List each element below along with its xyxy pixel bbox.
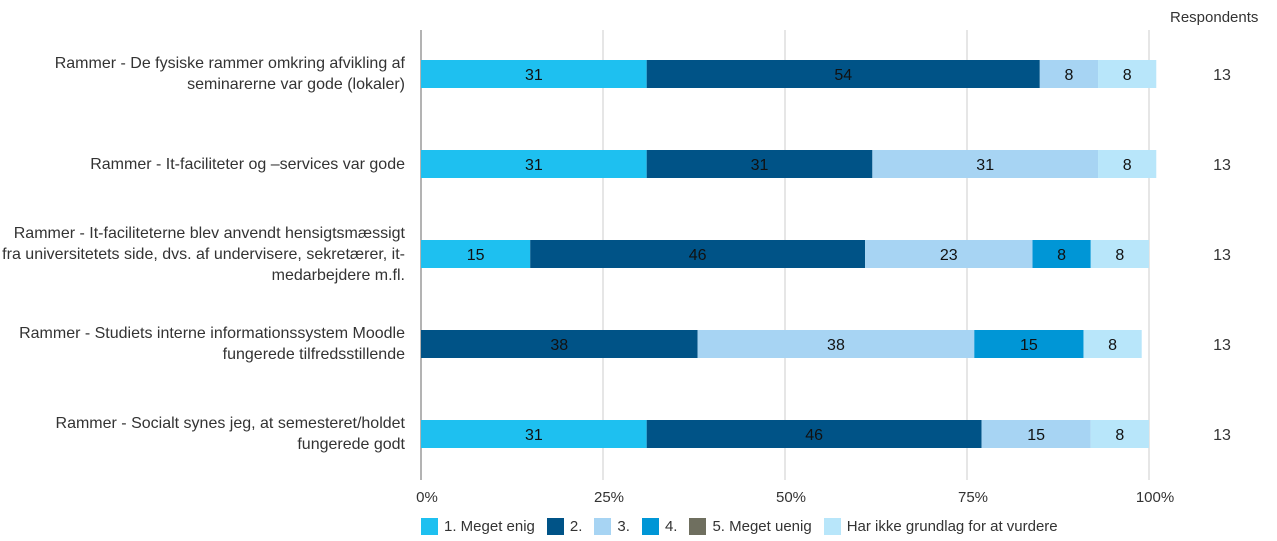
bar-segment [697,330,975,358]
respondents-count: 13 [1213,157,1231,174]
legend-label: Har ikke grundlag for at vurdere [846,518,1058,535]
data-label: 15 [1027,427,1045,444]
bar-segment [1098,150,1157,178]
data-label: 31 [525,157,543,174]
respondents-count: 13 [1213,67,1231,84]
data-label: 23 [940,247,958,264]
data-label: 31 [525,67,543,84]
x-tick-label: 75% [958,489,988,506]
bar-segment [981,420,1091,448]
data-label: 8 [1057,247,1066,264]
category-label: Rammer - It-faciliteter og –services var… [90,155,405,173]
bar-segment [1032,240,1091,268]
category-label: Rammer - Socialt synes jeg, at semestere… [55,415,405,453]
data-label: 46 [689,247,707,264]
data-label: 8 [1108,337,1117,354]
bar-segment [530,240,866,268]
bar-segment [421,330,698,358]
legend-label: 2. [569,518,583,535]
category-label: Rammer - It-faciliteterne blev anvendt h… [2,224,405,284]
legend-swatch [689,518,707,535]
legend-swatch [823,518,841,535]
x-tick-label: 0% [416,489,438,506]
data-label: 8 [1123,157,1132,174]
legend-item: 1. Meget enig [421,518,535,535]
bar-segment [872,150,1099,178]
bar-segment [421,60,647,88]
legend-item: 4. [641,518,678,535]
data-label: 54 [834,67,852,84]
bar-segment [1039,60,1099,88]
data-label: 8 [1123,67,1132,84]
data-label: 46 [805,427,823,444]
legend-label: 1. Meget enig [444,518,535,535]
legend-item: 3. [594,518,630,535]
category-label: Rammer - De fysiske rammer omkring afvik… [54,55,405,93]
bar-segment [1098,60,1157,88]
x-tick-label: 25% [594,489,624,506]
legend-swatch [641,518,659,535]
bar-segment [421,150,647,178]
chart-legend: 1. Meget enig 2. 3. 4. 5. Meget uenig Har ikk… [421,518,1070,535]
legend-item: 2. [546,518,583,535]
x-tick-label: 50% [776,489,806,506]
bar-segment [1090,420,1149,448]
legend-swatch [594,518,612,535]
bar-segment [1090,240,1149,268]
data-label: 8 [1115,247,1124,264]
data-label: 8 [1115,427,1124,444]
respondents-header: Respondents [1170,9,1259,26]
respondents-count: 13 [1213,247,1231,264]
legend-swatch [546,518,564,535]
data-label: 15 [1020,337,1038,354]
data-label: 31 [976,157,994,174]
category-label: Rammer - Studiets interne informationssy… [19,325,405,363]
x-tick-label: 100% [1136,489,1174,506]
legend-swatch [421,518,438,535]
data-label: 38 [827,337,845,354]
bar-segment [646,60,1040,88]
legend-label: 3. [617,518,630,535]
legend-item: 5. Meget uenig [689,518,812,535]
bar-segment [421,420,647,448]
legend-label: 4. [664,518,678,535]
data-label: 31 [751,157,769,174]
data-label: 38 [550,337,568,354]
data-label: 8 [1064,67,1073,84]
respondents-count: 13 [1213,427,1231,444]
bar-segment [865,240,1033,268]
bar-segment [1083,330,1142,358]
legend-label: 5. Meget uenig [712,518,812,535]
bar-segment [646,420,982,448]
data-label: 31 [525,427,543,444]
legend-item: Har ikke grundlag for at vurdere [823,518,1058,535]
data-label: 15 [467,247,485,264]
bar-segment [974,330,1084,358]
bar-segment [646,150,873,178]
respondents-count: 13 [1213,337,1231,354]
bar-segment [421,240,531,268]
